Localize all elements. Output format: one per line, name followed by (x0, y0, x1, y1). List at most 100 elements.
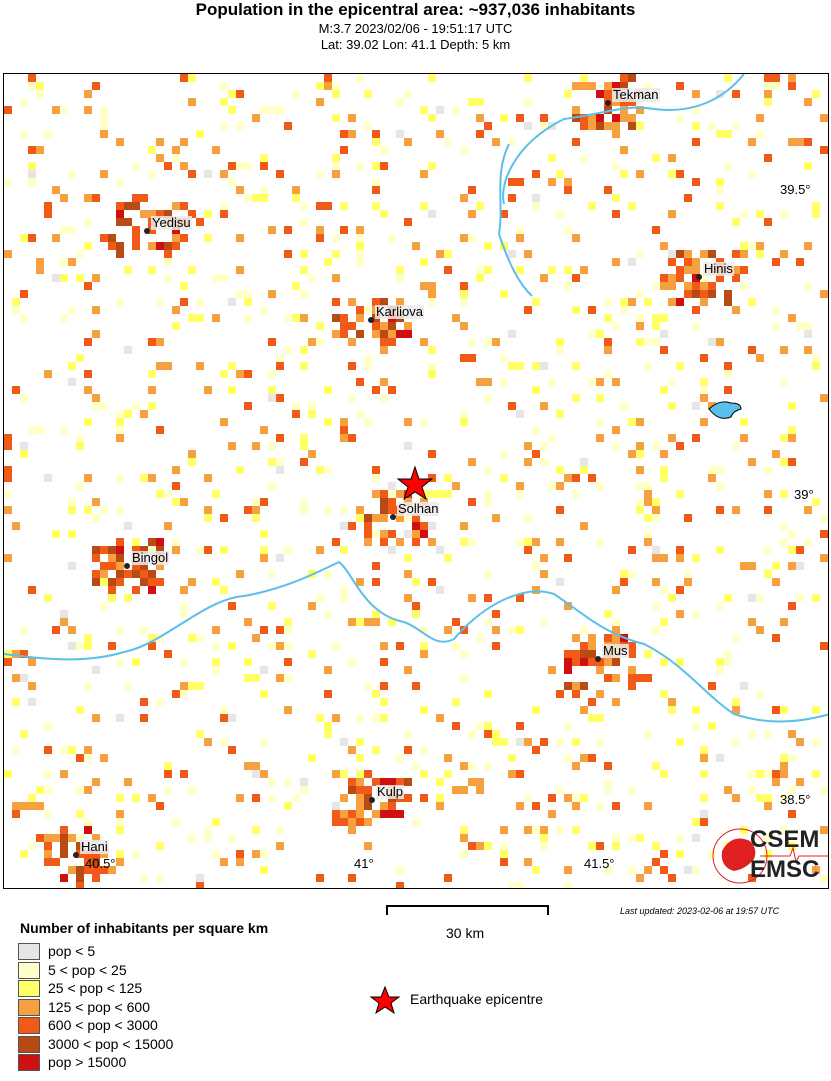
population-cell (412, 602, 420, 610)
population-cell (92, 514, 100, 522)
population-cell (364, 770, 372, 778)
population-cell (252, 498, 260, 506)
population-cell (556, 466, 564, 474)
population-cell (804, 506, 812, 514)
population-cell (236, 466, 244, 474)
population-cell (604, 90, 612, 98)
population-cell (284, 658, 292, 666)
population-cell (628, 866, 636, 874)
population-cell (644, 866, 652, 874)
population-cell (4, 658, 12, 666)
population-cell (244, 194, 252, 202)
population-cell (508, 330, 516, 338)
population-cell (148, 370, 156, 378)
population-cell (260, 154, 268, 162)
population-cell (764, 154, 772, 162)
population-cell (356, 162, 364, 170)
population-cell (300, 290, 308, 298)
population-cell (204, 834, 212, 842)
population-cell (268, 482, 276, 490)
population-cell (492, 610, 500, 618)
population-cell (132, 794, 140, 802)
city-marker (696, 274, 702, 280)
population-cell (428, 490, 436, 498)
population-cell (36, 90, 44, 98)
population-cell (372, 690, 380, 698)
population-cell (332, 642, 340, 650)
population-cell (468, 730, 476, 738)
population-cell (628, 258, 636, 266)
population-cell (388, 330, 396, 338)
population-cell (116, 658, 124, 666)
legend-star-icon (370, 985, 400, 1015)
population-cell (252, 506, 260, 514)
legend-label: 25 < pop < 125 (48, 980, 143, 996)
population-cell (348, 658, 356, 666)
population-cell (300, 266, 308, 274)
population-cell (108, 866, 116, 874)
population-cell (596, 842, 604, 850)
population-cell (708, 850, 716, 858)
population-cell (468, 842, 476, 850)
population-cell (124, 778, 132, 786)
population-cell (516, 722, 524, 730)
population-cell (364, 794, 372, 802)
population-cell (60, 842, 68, 850)
population-cell (380, 322, 388, 330)
population-cell (284, 778, 292, 786)
population-cell (708, 474, 716, 482)
population-cell (380, 498, 388, 506)
population-cell (4, 770, 12, 778)
population-cell (404, 330, 412, 338)
population-cell (172, 234, 180, 242)
population-cell (524, 250, 532, 258)
population-cell (404, 90, 412, 98)
population-cell (564, 602, 572, 610)
population-cell (348, 114, 356, 122)
population-cell (44, 202, 52, 210)
population-cell (804, 538, 812, 546)
population-cell (4, 466, 12, 474)
population-map[interactable]: Tekman Yedisu Hinis Karliova Solhan Bingol Mus… (3, 73, 829, 889)
population-cell (76, 786, 84, 794)
population-cell (252, 442, 260, 450)
logo-text-bottom: EMSC (750, 856, 820, 883)
population-cell (740, 282, 748, 290)
population-cell (652, 858, 660, 866)
population-cell (500, 474, 508, 482)
population-cell (148, 546, 156, 554)
population-cell (116, 538, 124, 546)
population-cell (668, 154, 676, 162)
population-cell (20, 130, 28, 138)
population-cell (12, 746, 20, 754)
population-cell (796, 322, 804, 330)
population-cell (44, 810, 52, 818)
population-cell (780, 210, 788, 218)
population-cell (660, 274, 668, 282)
population-cell (428, 290, 436, 298)
population-cell (444, 266, 452, 274)
population-cell (532, 170, 540, 178)
population-cell (612, 618, 620, 626)
population-cell (180, 770, 188, 778)
population-cell (324, 82, 332, 90)
population-cell (188, 170, 196, 178)
population-cell (172, 242, 180, 250)
population-cell (492, 626, 500, 634)
population-cell (716, 90, 724, 98)
population-cell (620, 578, 628, 586)
population-cell (404, 442, 412, 450)
population-cell (604, 338, 612, 346)
population-cell (468, 234, 476, 242)
population-cell (420, 522, 428, 530)
population-cell (524, 442, 532, 450)
population-cell (788, 458, 796, 466)
population-cell (372, 298, 380, 306)
population-cell (204, 826, 212, 834)
population-cell (788, 546, 796, 554)
population-cell (116, 434, 124, 442)
population-cell (204, 234, 212, 242)
population-cell (380, 698, 388, 706)
population-cell (660, 474, 668, 482)
population-cell (12, 306, 20, 314)
